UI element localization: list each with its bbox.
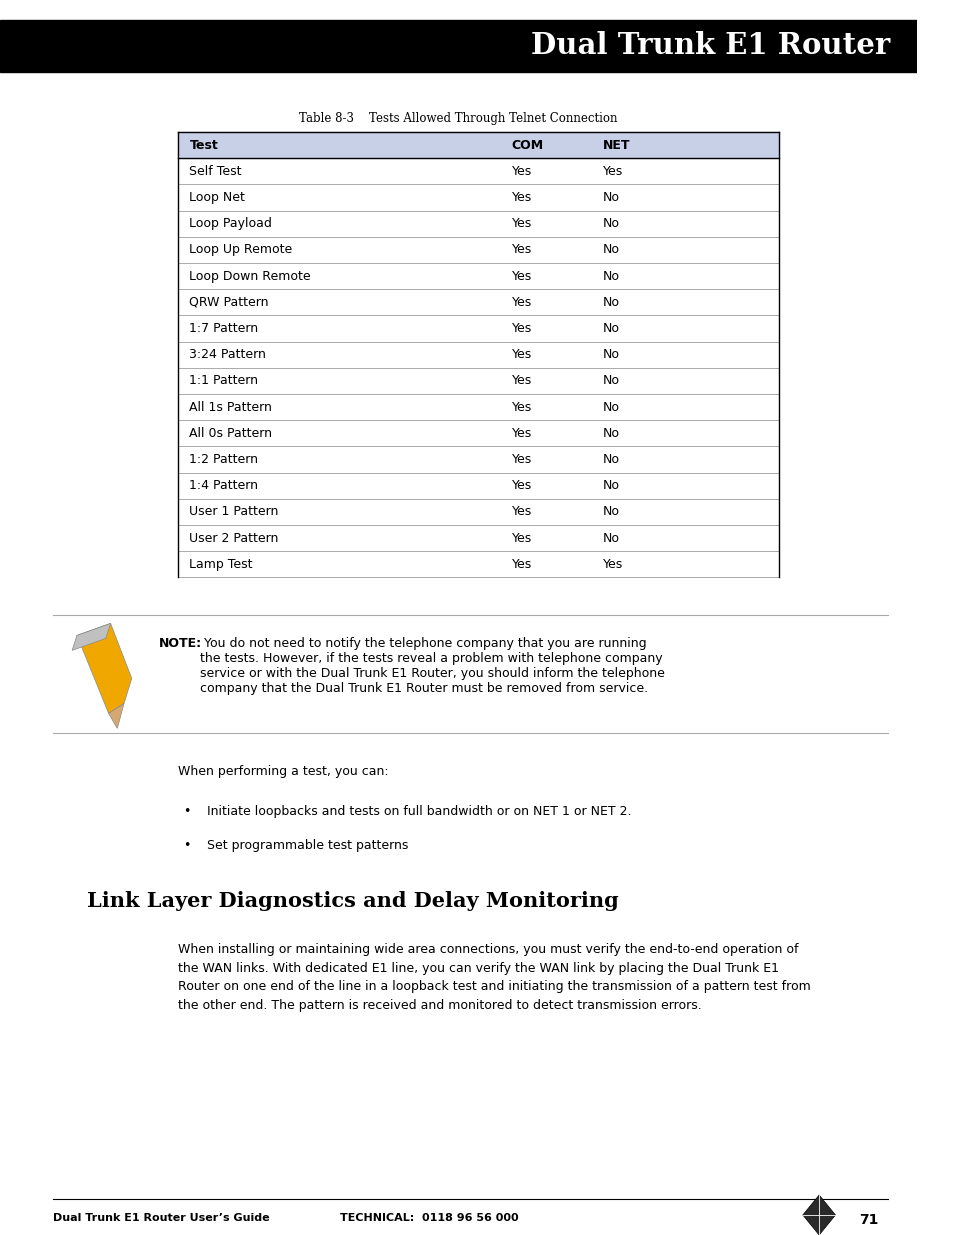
Text: Yes: Yes (511, 269, 531, 283)
Text: Yes: Yes (511, 217, 531, 230)
Text: Set programmable test patterns: Set programmable test patterns (207, 840, 408, 852)
Text: Yes: Yes (511, 296, 531, 309)
Text: •: • (182, 805, 190, 819)
Text: No: No (602, 531, 619, 545)
Text: Yes: Yes (511, 531, 531, 545)
Text: NOTE:: NOTE: (158, 637, 201, 651)
Text: No: No (602, 400, 619, 414)
Text: 1:4 Pattern: 1:4 Pattern (190, 479, 258, 493)
Text: 71: 71 (859, 1213, 878, 1228)
Text: You do not need to notify the telephone company that you are running
the tests. : You do not need to notify the telephone … (200, 637, 664, 695)
Text: All 0s Pattern: All 0s Pattern (190, 427, 273, 440)
Text: Yes: Yes (511, 558, 531, 571)
Text: Yes: Yes (511, 164, 531, 178)
Text: COM: COM (511, 138, 543, 152)
Bar (0, 20, 916, 72)
Text: Loop Net: Loop Net (190, 191, 245, 204)
Text: Yes: Yes (511, 322, 531, 335)
Text: Yes: Yes (511, 374, 531, 388)
Polygon shape (72, 624, 111, 651)
Text: 3:24 Pattern: 3:24 Pattern (190, 348, 266, 361)
Text: User 1 Pattern: User 1 Pattern (190, 505, 278, 519)
Text: NET: NET (602, 138, 630, 152)
Text: Lamp Test: Lamp Test (190, 558, 253, 571)
Polygon shape (77, 624, 132, 714)
Text: Yes: Yes (511, 400, 531, 414)
Text: No: No (602, 217, 619, 230)
Text: No: No (602, 453, 619, 466)
Text: Yes: Yes (511, 243, 531, 257)
Text: Link Layer Diagnostics and Delay Monitoring: Link Layer Diagnostics and Delay Monitor… (87, 892, 618, 911)
Text: Dual Trunk E1 Router: Dual Trunk E1 Router (531, 32, 889, 61)
Text: No: No (602, 348, 619, 361)
Text: Yes: Yes (602, 558, 622, 571)
Text: Loop Down Remote: Loop Down Remote (190, 269, 311, 283)
Text: Yes: Yes (511, 453, 531, 466)
Text: 1:2 Pattern: 1:2 Pattern (190, 453, 258, 466)
Text: All 1s Pattern: All 1s Pattern (190, 400, 272, 414)
Text: No: No (602, 374, 619, 388)
Text: Yes: Yes (511, 427, 531, 440)
Text: Yes: Yes (602, 164, 622, 178)
Text: QRW Pattern: QRW Pattern (190, 296, 269, 309)
Text: Yes: Yes (511, 348, 531, 361)
Text: No: No (602, 191, 619, 204)
Text: When performing a test, you can:: When performing a test, you can: (177, 766, 388, 778)
Text: Initiate loopbacks and tests on full bandwidth or on NET 1 or NET 2.: Initiate loopbacks and tests on full ban… (207, 805, 631, 819)
Text: No: No (602, 479, 619, 493)
Text: No: No (602, 243, 619, 257)
Text: Self Test: Self Test (190, 164, 242, 178)
Bar (177, 132, 778, 158)
Text: No: No (602, 269, 619, 283)
Text: Yes: Yes (511, 479, 531, 493)
Text: Test: Test (190, 138, 218, 152)
Text: •: • (182, 840, 190, 852)
Text: TECHNICAL:  0118 96 56 000: TECHNICAL: 0118 96 56 000 (340, 1213, 518, 1223)
Text: No: No (602, 427, 619, 440)
Text: No: No (602, 322, 619, 335)
Text: Loop Payload: Loop Payload (190, 217, 272, 230)
Polygon shape (109, 704, 124, 729)
Polygon shape (802, 1195, 835, 1235)
Text: Yes: Yes (511, 191, 531, 204)
Text: 1:7 Pattern: 1:7 Pattern (190, 322, 258, 335)
Text: When installing or maintaining wide area connections, you must verify the end-to: When installing or maintaining wide area… (177, 944, 810, 1011)
Text: Yes: Yes (511, 505, 531, 519)
Text: 1:1 Pattern: 1:1 Pattern (190, 374, 258, 388)
Text: Table 8-3    Tests Allowed Through Telnet Connection: Table 8-3 Tests Allowed Through Telnet C… (299, 112, 618, 125)
Text: No: No (602, 296, 619, 309)
Text: No: No (602, 505, 619, 519)
Text: Loop Up Remote: Loop Up Remote (190, 243, 293, 257)
Text: User 2 Pattern: User 2 Pattern (190, 531, 278, 545)
Text: Dual Trunk E1 Router User’s Guide: Dual Trunk E1 Router User’s Guide (52, 1213, 269, 1223)
